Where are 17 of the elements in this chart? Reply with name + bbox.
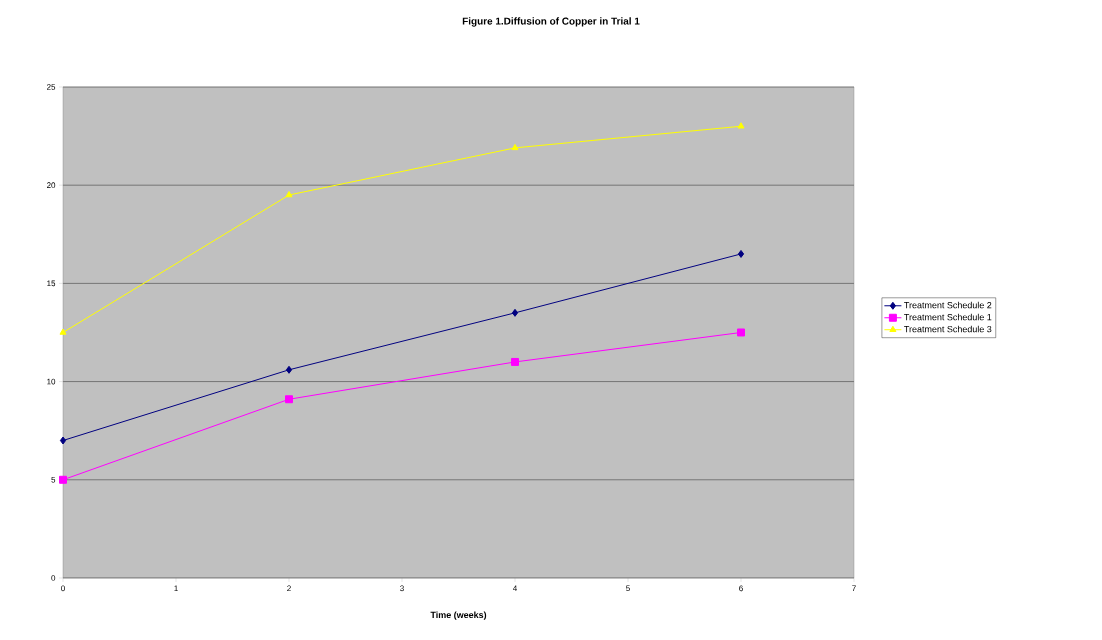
point xyxy=(59,328,67,335)
x-axis-title: Time (weeks) xyxy=(430,611,487,620)
point xyxy=(59,475,67,484)
point xyxy=(737,328,745,337)
legend-label: Treatment Schedule 1 xyxy=(904,313,992,321)
point xyxy=(285,191,293,198)
point xyxy=(737,249,745,258)
point xyxy=(737,122,745,129)
point xyxy=(285,365,293,374)
chart-title: Figure 1.Diffusion of Copper in Trial 1 xyxy=(462,17,640,27)
legend-label: Treatment Schedule 3 xyxy=(904,325,992,333)
point xyxy=(511,357,519,366)
legend-label: Treatment Schedule 2 xyxy=(904,301,992,309)
point xyxy=(511,143,519,151)
point xyxy=(285,395,293,404)
point xyxy=(511,308,519,317)
point xyxy=(59,436,67,445)
